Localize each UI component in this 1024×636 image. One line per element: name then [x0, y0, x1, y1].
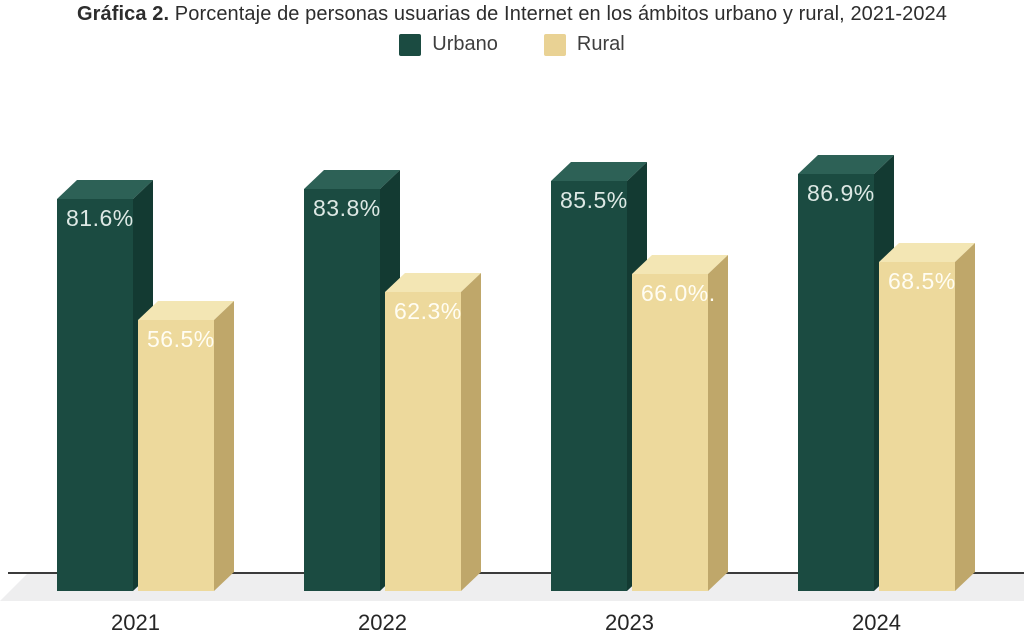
chart-floor [0, 573, 1024, 601]
urbano-bar-2021-side-face [133, 180, 153, 591]
legend-swatch-rural [543, 33, 566, 56]
rural-bar-2024-side-face [955, 243, 975, 591]
urbano-bar-2024-front-face: 86.9% [798, 174, 874, 591]
urbano-bar-2023-value-label: 85.5% [560, 187, 628, 213]
x-axis-label-2023: 2023 [605, 610, 654, 635]
chart-title-number: Gráfica 2. [76, 3, 170, 25]
urbano-bar-2024-value-label: 86.9% [807, 180, 875, 206]
legend-label-urbano: Urbano [432, 33, 498, 55]
urbano-bar-2022-top-face [304, 170, 400, 189]
rural-bar-2022-top-face [385, 273, 481, 292]
legend-label-rural: Rural [576, 33, 625, 55]
legend-item-urbano: Urbano [399, 33, 498, 56]
rural-bar-2023-front-face: 66.0%. [632, 274, 715, 591]
rural-bar-2021-front-face: 56.5% [138, 320, 214, 591]
urbano-bar-2021-front-face: 81.6% [57, 199, 133, 591]
rural-bar-2021-top-face [138, 301, 234, 320]
chart-title: Gráfica 2. Porcentaje de personas usuari… [0, 3, 1024, 26]
rural-bar-2024-top-face [879, 243, 975, 262]
rural-bar-2021-side-face [214, 301, 234, 591]
rural-bar-2023-value-label: 66.0%. [641, 280, 716, 306]
urbano-bar-2024-top-face [798, 155, 894, 174]
rural-bar-2022-side-face [461, 273, 481, 591]
rural-bar-2021-value-label: 56.5% [147, 326, 215, 352]
legend: Urbano Rural [0, 33, 1024, 56]
rural-bar-2022-value-label: 62.3% [394, 298, 462, 324]
chart-title-text: Porcentaje de personas usuarias de Inter… [169, 3, 948, 25]
rural-bar-2023-side-face [708, 255, 728, 591]
urbano-bar-2021-top-face [57, 180, 153, 199]
urbano-bar-2023-top-face [551, 162, 647, 181]
urbano-bar-2023-front-face: 85.5% [551, 181, 627, 591]
legend-swatch-urbano [399, 33, 422, 56]
rural-bar-2022-front-face: 62.3% [385, 292, 461, 591]
urbano-bar-2022-front-face: 83.8% [304, 189, 380, 591]
urbano-bar-2023-side-face [627, 162, 647, 591]
x-axis-label-2021: 2021 [111, 610, 160, 635]
x-axis-label-2022: 2022 [358, 610, 407, 635]
rural-bar-2024-value-label: 68.5% [888, 268, 956, 294]
urbano-bar-2022-value-label: 83.8% [313, 195, 381, 221]
rural-bar-2023-top-face [632, 255, 728, 274]
x-axis-line [8, 572, 1024, 574]
urbano-bar-2024-side-face [874, 155, 894, 591]
rural-bar-2024-front-face: 68.5% [879, 262, 955, 591]
x-axis-label-2024: 2024 [852, 610, 901, 635]
urbano-bar-2022-side-face [380, 170, 400, 591]
urbano-bar-2021-value-label: 81.6% [66, 205, 134, 231]
legend-item-rural: Rural [543, 33, 625, 56]
